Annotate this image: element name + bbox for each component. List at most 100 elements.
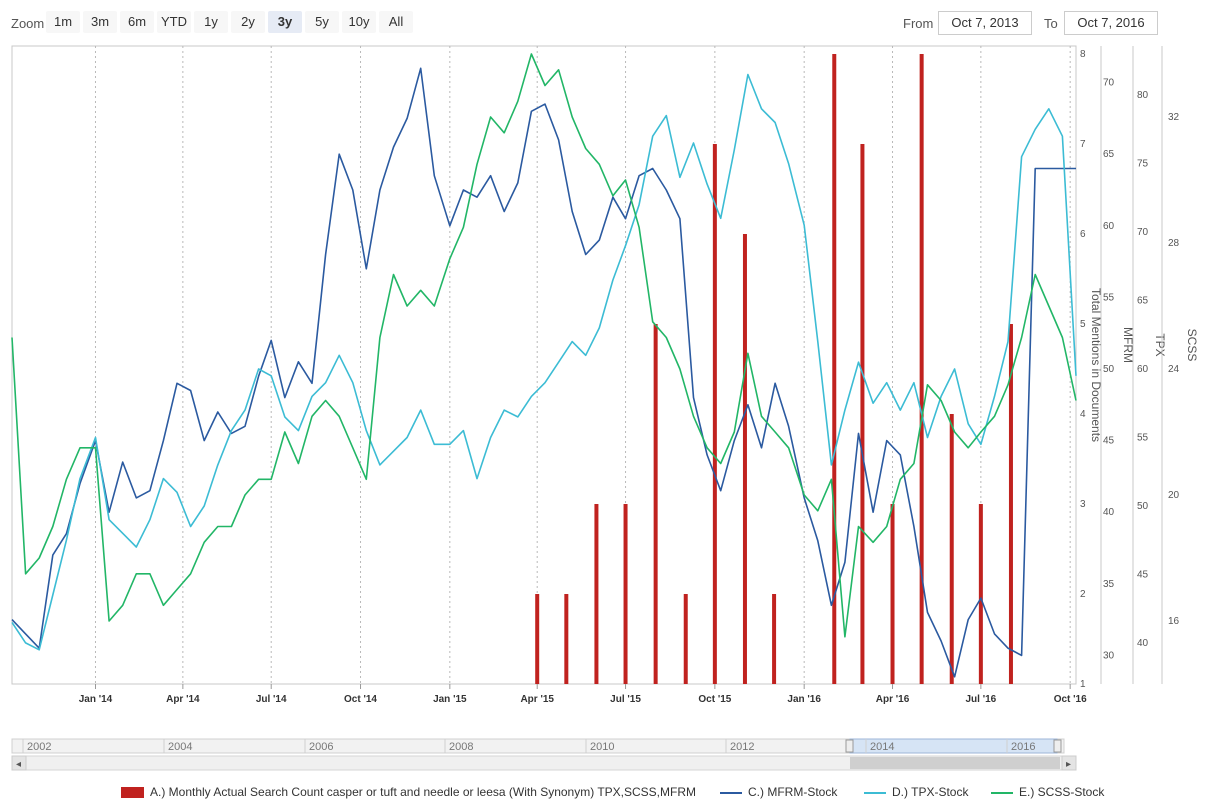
- mentions-tick-label: 4: [1080, 409, 1086, 420]
- chart-legend: A.) Monthly Actual Search Count casper o…: [0, 782, 1205, 802]
- scss-tick-label: 20: [1168, 490, 1180, 501]
- to-label: To: [1044, 16, 1058, 31]
- mention-bar: [832, 54, 837, 684]
- zoom-button-ytd[interactable]: YTD: [157, 11, 191, 33]
- mention-bar: [712, 144, 717, 684]
- tpx-axis-title: TPX: [1153, 333, 1167, 356]
- scroll-right-button[interactable]: [1061, 755, 1077, 771]
- mention-bar: [1008, 324, 1013, 684]
- x-tick-label: Jul '16: [965, 694, 996, 705]
- x-tick-label: Jul '14: [256, 694, 287, 705]
- mention-bar: [949, 414, 954, 684]
- zoom-button-5y[interactable]: 5y: [305, 11, 339, 33]
- mentions-tick-label: 2: [1080, 589, 1086, 600]
- legend-swatch: [864, 791, 886, 794]
- tpx-tick-label: 40: [1137, 638, 1149, 649]
- zoom-button-2y[interactable]: 2y: [231, 11, 265, 33]
- navigator-year-label: 2002: [27, 741, 51, 753]
- tpx-tick-label: 55: [1137, 432, 1149, 443]
- scss-tick-label: 28: [1168, 238, 1180, 249]
- navigator-left-handle[interactable]: [845, 739, 854, 753]
- stock-mentions-chart: Jan '14 Apr '14 Jul '14 Oct '14 Jan '15 Apr '…: [11, 45, 1199, 771]
- scss-axis-title: SCSS: [1185, 329, 1199, 362]
- scss-tick-label: 32: [1168, 112, 1180, 123]
- d-tpx-stock-line: [11, 73, 1077, 651]
- legend-swatch: [121, 787, 144, 799]
- zoom-button-3m[interactable]: 3m: [83, 11, 117, 33]
- x-tick-label: Apr '16: [876, 694, 910, 705]
- mention-bar: [653, 324, 658, 684]
- tpx-tick-label: 75: [1137, 159, 1149, 170]
- zoom-button-all[interactable]: All: [379, 11, 413, 33]
- zoom-button-10y[interactable]: 10y: [342, 11, 376, 33]
- legend-item-d[interactable]: E.) SCSS-Stock: [991, 784, 1104, 800]
- navigator-year-label: 2016: [1011, 741, 1035, 753]
- mention-bar: [919, 54, 924, 684]
- mentions-tick-label: 3: [1080, 499, 1086, 510]
- mention-bar: [564, 594, 569, 684]
- navigator-year-label: 2004: [168, 741, 192, 753]
- c-mfrm-stock-line: [11, 67, 1076, 678]
- navigator-year-label: 2010: [590, 741, 614, 753]
- zoom-label: Zoom: [11, 16, 45, 31]
- mfrm-tick-label: 35: [1103, 579, 1115, 590]
- x-tick-label: Apr '15: [520, 694, 554, 705]
- legend-label: C.) MFRM-Stock: [748, 785, 838, 799]
- tpx-tick-label: 65: [1137, 296, 1149, 307]
- navigator-track: [11, 738, 1065, 754]
- mentions-tick-label: 5: [1080, 319, 1086, 330]
- mention-bar: [535, 594, 540, 684]
- legend-label: D.) TPX-Stock: [892, 785, 969, 799]
- legend-item-c[interactable]: D.) TPX-Stock: [864, 784, 968, 800]
- zoom-button-1y[interactable]: 1y: [194, 11, 228, 33]
- to-date-input[interactable]: [1064, 11, 1158, 35]
- navigator-right-handle[interactable]: [1053, 739, 1062, 753]
- mention-bar: [623, 504, 628, 684]
- mention-bar: [772, 594, 777, 684]
- mention-bar: [594, 504, 599, 684]
- mention-bar: [860, 144, 865, 684]
- scss-tick-label: 24: [1168, 364, 1180, 375]
- legend-label: E.) SCSS-Stock: [1019, 785, 1105, 799]
- legend-swatch: [991, 791, 1013, 794]
- x-tick-label: Jul '15: [610, 694, 641, 705]
- tpx-tick-label: 80: [1137, 90, 1149, 101]
- legend-swatch: [720, 791, 742, 794]
- mfrm-tick-label: 40: [1103, 507, 1115, 518]
- zoom-button-1m[interactable]: 1m: [46, 11, 80, 33]
- navigator-year-label: 2008: [449, 741, 473, 753]
- scrollbar-thumb[interactable]: [850, 757, 1060, 769]
- mentions-tick-label: 8: [1080, 49, 1086, 60]
- legend-item-a[interactable]: A.) Monthly Actual Search Count casper o…: [121, 784, 696, 800]
- plot-area: [11, 45, 1077, 685]
- legend-label: A.) Monthly Actual Search Count casper o…: [150, 785, 697, 799]
- from-label: From: [903, 16, 934, 31]
- mfrm-tick-label: 50: [1103, 364, 1115, 375]
- mention-bar: [742, 234, 747, 684]
- x-tick-label: Jan '15: [433, 694, 467, 705]
- x-tick-label: Oct '14: [344, 694, 377, 705]
- mentions-axis-title: Total Mentions in Documents: [1089, 288, 1103, 442]
- zoom-button-3y[interactable]: 3y: [268, 11, 302, 33]
- mfrm-axis-title: MFRM: [1121, 327, 1135, 363]
- scss-tick-label: 16: [1168, 616, 1180, 627]
- tpx-tick-label: 70: [1137, 227, 1149, 238]
- tpx-tick-label: 45: [1137, 569, 1149, 580]
- navigator-year-label: 2006: [309, 741, 333, 753]
- x-tick-label: Apr '14: [166, 694, 200, 705]
- mentions-tick-label: 1: [1080, 679, 1086, 690]
- from-date-input[interactable]: [938, 11, 1032, 35]
- zoom-button-6m[interactable]: 6m: [120, 11, 154, 33]
- scroll-right-arrow-icon: ▸: [1066, 759, 1071, 770]
- mfrm-tick-label: 30: [1103, 650, 1115, 661]
- navigator-year-label: 2014: [870, 741, 894, 753]
- tpx-tick-label: 60: [1137, 364, 1149, 375]
- x-tick-label: Oct '16: [1054, 694, 1087, 705]
- scroll-left-button[interactable]: [11, 755, 27, 771]
- x-tick-label: Jan '14: [79, 694, 113, 705]
- mfrm-tick-label: 55: [1103, 292, 1115, 303]
- e-scss-stock-line: [11, 53, 1077, 638]
- scroll-left-arrow-icon: ◂: [16, 759, 21, 770]
- legend-item-b[interactable]: C.) MFRM-Stock: [720, 784, 837, 800]
- mfrm-tick-label: 65: [1103, 149, 1115, 160]
